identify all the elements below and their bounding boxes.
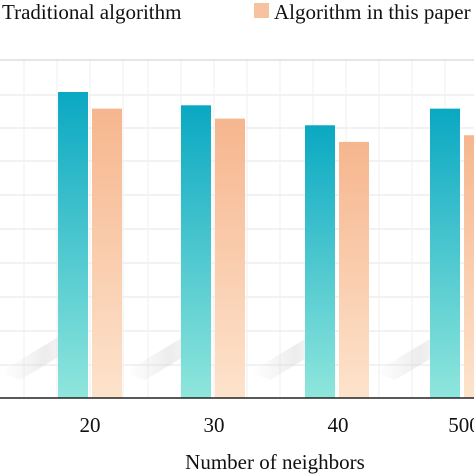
x-tick-label-40: 40 — [328, 413, 349, 437]
x-tick-label-500: 500 — [448, 413, 474, 437]
legend: Traditional algorithm Algorithm in this … — [2, 0, 471, 24]
bar-traditional-algorithm-500 — [430, 108, 460, 398]
x-tick-label-20: 20 — [80, 413, 101, 437]
legend-swatch-series-2 — [254, 3, 269, 18]
bar-algorithm-in-this-paper-20 — [92, 108, 122, 398]
bar-traditional-algorithm-30 — [181, 105, 211, 398]
bar-algorithm-in-this-paper-30 — [215, 118, 245, 398]
x-axis-label: Number of neighbors — [185, 450, 365, 474]
legend-label-series-1: Traditional algorithm — [2, 0, 181, 24]
x-tick-labels: 20 30 40 500 — [80, 413, 474, 437]
plot-area: 20 30 40 500 — [0, 59, 474, 437]
bar-traditional-algorithm-40 — [305, 125, 335, 399]
legend-label-series-2: Algorithm in this paper — [274, 0, 471, 24]
bar-traditional-algorithm-20 — [58, 92, 88, 398]
x-tick-label-30: 30 — [204, 413, 225, 437]
bar-algorithm-in-this-paper-500 — [464, 135, 474, 398]
bar-algorithm-in-this-paper-40 — [339, 141, 369, 399]
bars — [58, 92, 474, 399]
